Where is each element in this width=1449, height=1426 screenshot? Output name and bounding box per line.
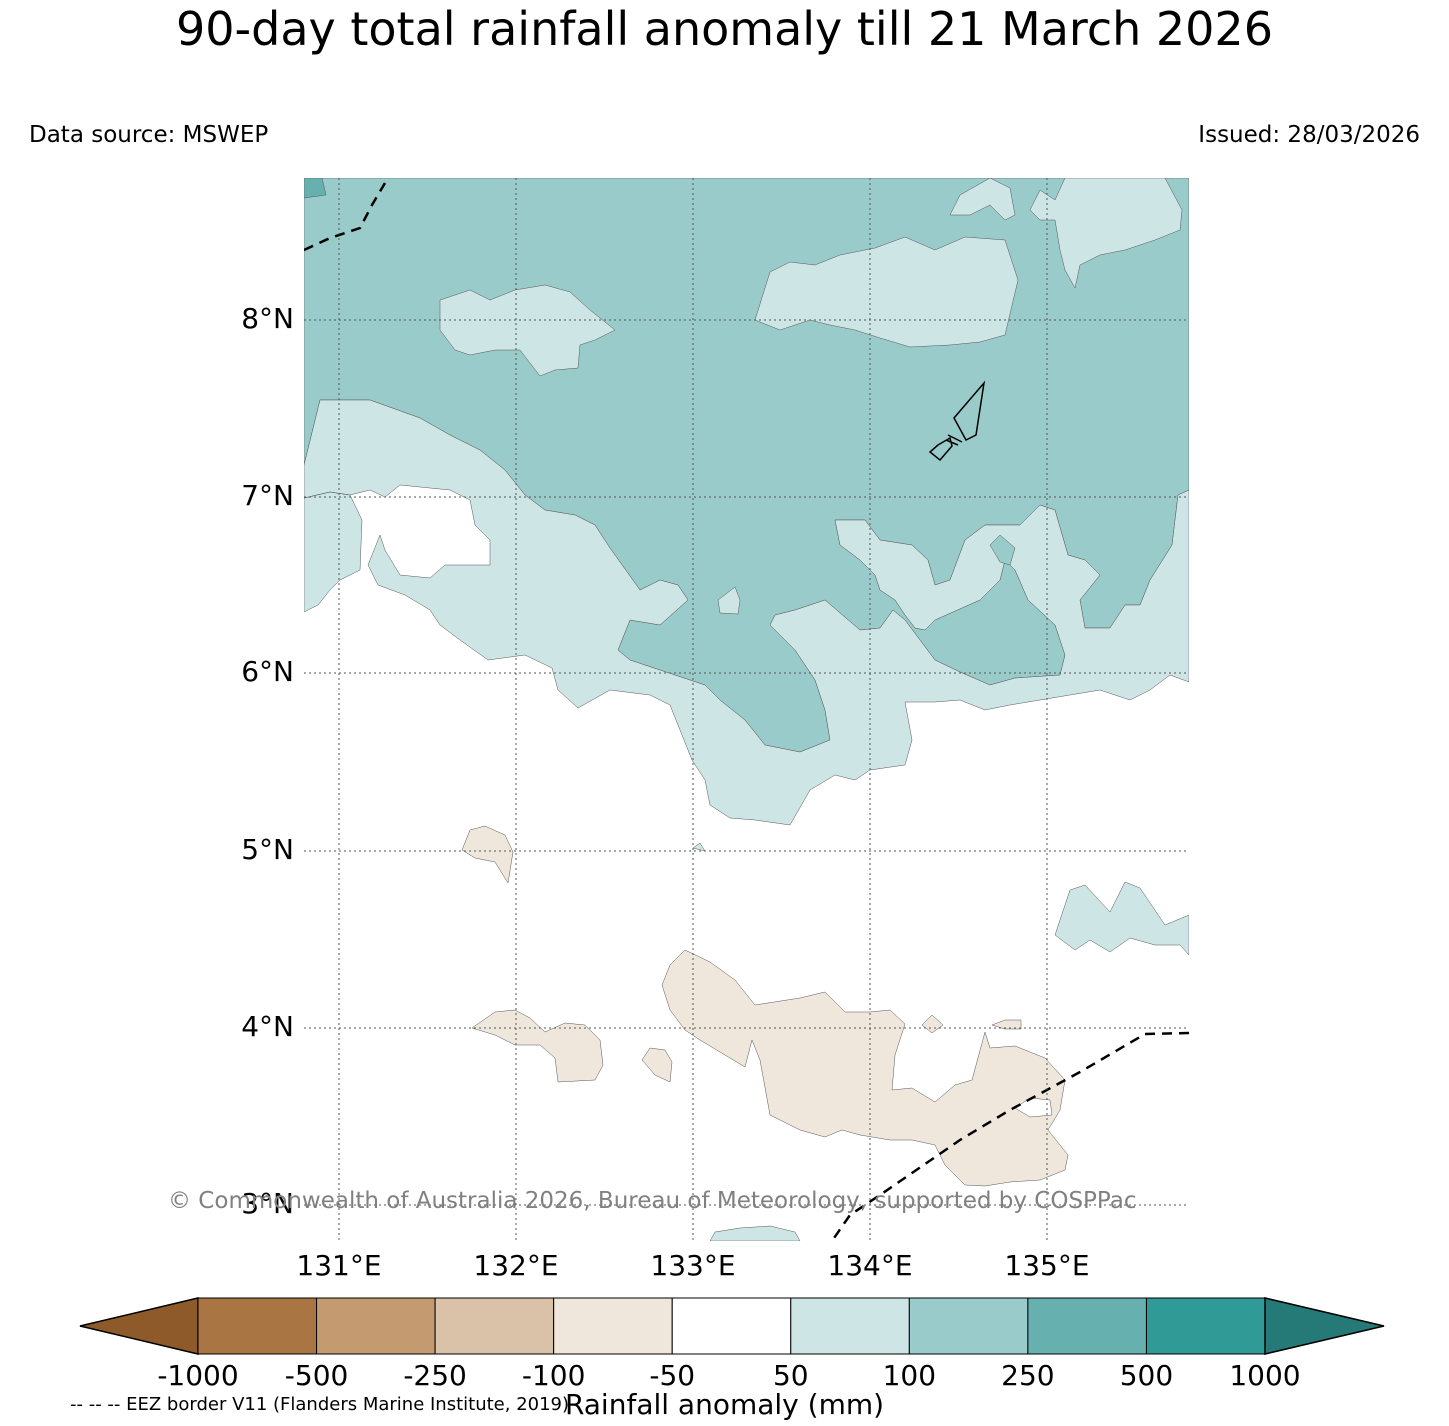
grid-lines — [304, 178, 1189, 1241]
colorbar-segment — [316, 1297, 436, 1355]
colorbar-segment — [671, 1297, 792, 1355]
anomaly-region-neg100-neg50 — [921, 1014, 944, 1034]
colorbar-extend-low — [79, 1297, 199, 1355]
colorbar-segment — [790, 1297, 910, 1355]
anomaly-region-50-100 — [709, 1225, 801, 1241]
island-outline — [928, 380, 986, 462]
page-title: 90-day total rainfall anomaly till 21 Ma… — [176, 2, 1273, 56]
copyright-notice: © Commonwealth of Australia 2026, Bureau… — [168, 1188, 1137, 1214]
map-area — [304, 178, 1189, 1241]
eez-note: -- -- -- EEZ border V11 (Flanders Marine… — [70, 1394, 570, 1415]
lat-label: 5°N — [241, 833, 294, 866]
eez-border — [830, 1031, 1189, 1241]
lat-label: 6°N — [241, 655, 294, 688]
colorbar-segment — [553, 1297, 673, 1355]
anomaly-region-50-100 — [439, 284, 616, 377]
lon-label: 132°E — [473, 1249, 558, 1282]
anomaly-region-50-100 — [1054, 881, 1189, 956]
colorbar-segment — [908, 1297, 1029, 1355]
anomaly-region-neg100-neg50 — [661, 949, 1069, 1187]
anomaly-region-neg100-neg50 — [461, 825, 514, 884]
issued-date-label: Issued: 28/03/2026 — [1198, 122, 1420, 148]
lon-label: 135°E — [1004, 1249, 1089, 1282]
colorbar-segment — [1027, 1297, 1147, 1355]
colorbar-label: Rainfall anomaly (mm) — [564, 1388, 885, 1421]
anomaly-region-50-100 — [692, 842, 706, 852]
colorbar-extend-high — [1264, 1297, 1385, 1355]
eez-border — [304, 182, 387, 252]
colorbar-segment — [1145, 1297, 1266, 1355]
lon-label: 134°E — [827, 1249, 912, 1282]
anomaly-region-neg100-neg50 — [991, 1019, 1022, 1030]
lat-label: 8°N — [241, 302, 294, 335]
anomaly-region-50-100 — [1029, 178, 1183, 289]
anomaly-region-100-250 — [989, 534, 1016, 566]
anomaly-region-50-100 — [949, 178, 1016, 221]
colorbar-segment — [434, 1297, 555, 1355]
lat-label: 4°N — [241, 1010, 294, 1043]
lat-axis-labels: 8°N 7°N 6°N 5°N 4°N 3°N — [241, 302, 294, 1220]
lon-label: 131°E — [296, 1249, 381, 1282]
rainfall-anomaly-map: 8°N 7°N 6°N 5°N 4°N 3°N 131°E 132°E 133°… — [241, 178, 1189, 1282]
colorbar-segment — [197, 1297, 318, 1355]
anomaly-region-50-100 — [717, 586, 741, 615]
anomaly-region-100-250 — [304, 178, 327, 199]
lon-axis-labels: 131°E 132°E 133°E 134°E 135°E — [296, 1249, 1089, 1282]
colorbar-group: -1000 -500 -250 -100 -50 50 100 250 500 1000 — [79, 1297, 1385, 1392]
lon-label: 133°E — [650, 1249, 735, 1282]
lat-label: 3°N — [241, 1187, 294, 1220]
anomaly-region-50-100 — [304, 399, 1189, 826]
lat-label: 7°N — [241, 479, 294, 512]
data-source-label: Data source: MSWEP — [29, 122, 269, 148]
anomaly-region-neg100-neg50 — [641, 1047, 673, 1083]
